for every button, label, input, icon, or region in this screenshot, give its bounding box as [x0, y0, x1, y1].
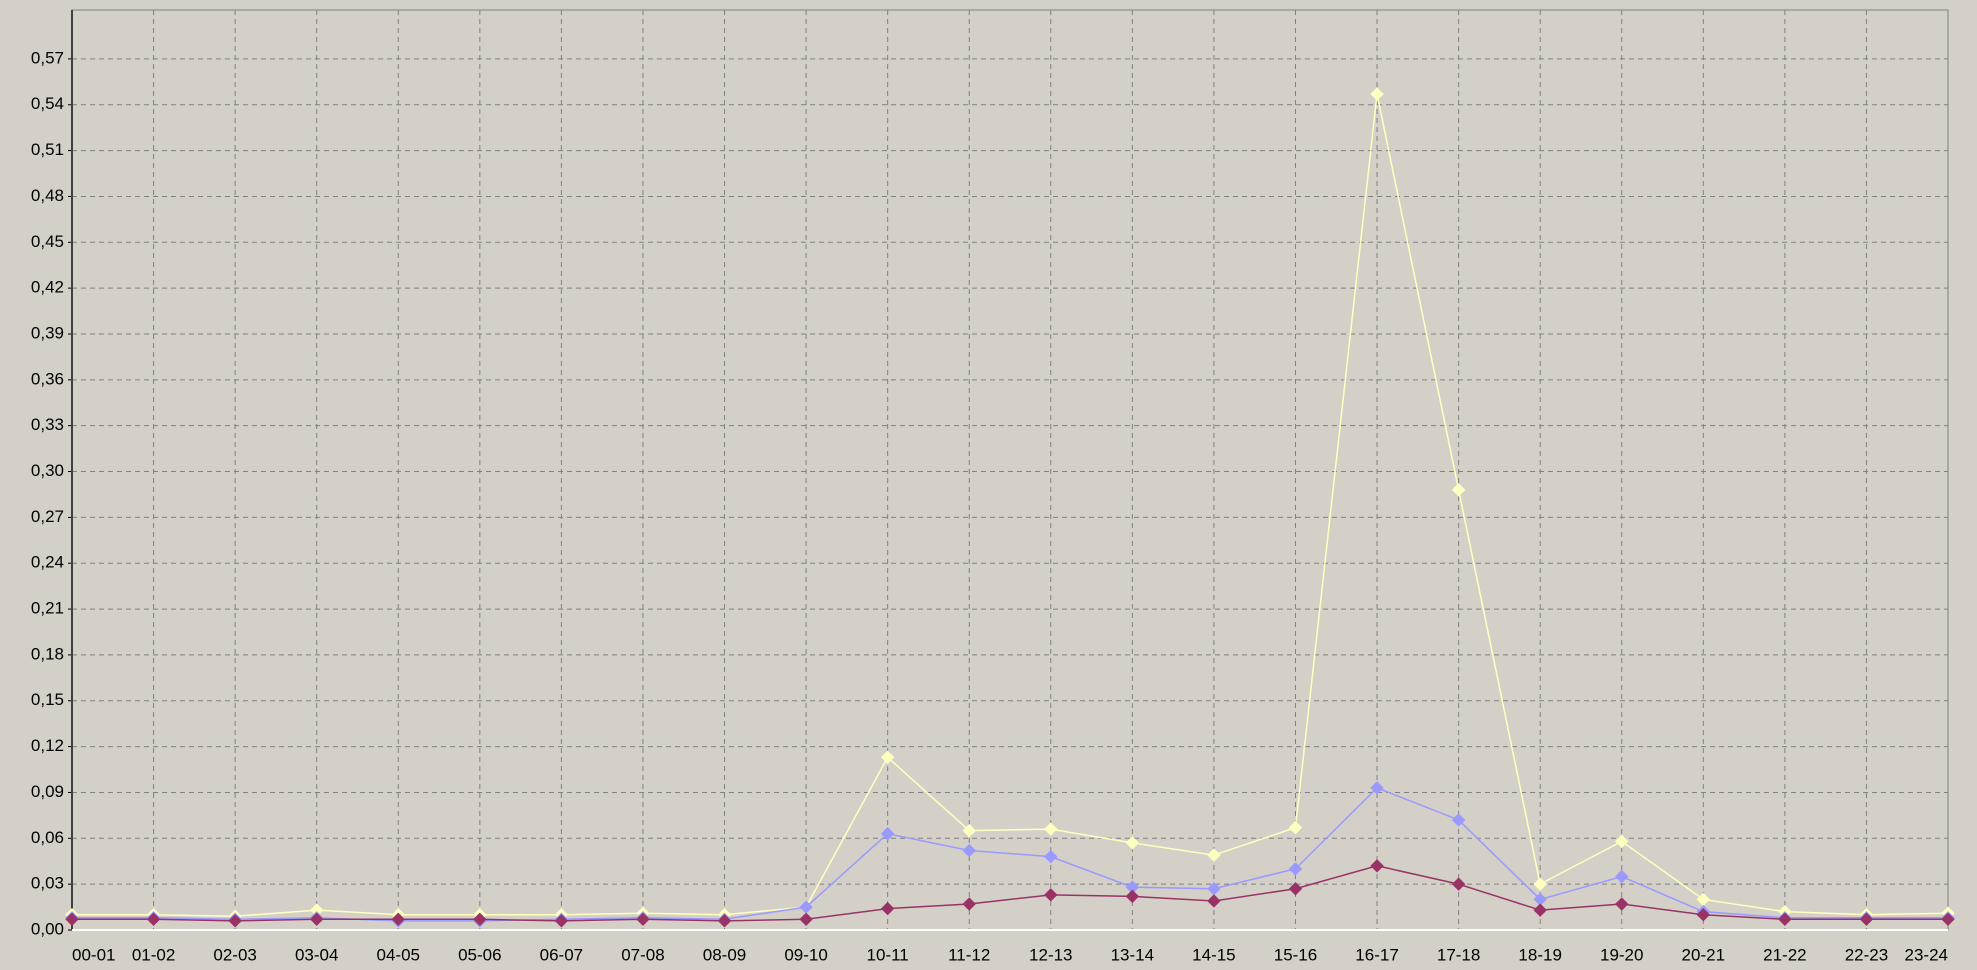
point-marker — [1044, 888, 1058, 902]
y-tick-label: 0,51 — [31, 140, 64, 159]
plot-area — [71, 9, 1949, 931]
point-marker — [1451, 483, 1466, 497]
x-tick-label: 00-01 — [72, 945, 115, 964]
point-marker — [1288, 882, 1303, 896]
point-marker — [1288, 862, 1303, 876]
point-marker — [1288, 820, 1303, 835]
point-marker — [1125, 889, 1140, 904]
series-line — [72, 786, 1948, 922]
point-marker — [717, 914, 732, 928]
y-tick-label: 0,21 — [31, 599, 64, 618]
y-tick-label: 0,30 — [31, 461, 64, 480]
point-marker — [65, 912, 79, 927]
x-tick-label: 01-02 — [132, 945, 175, 964]
x-tick-label: 22-23 — [1845, 945, 1888, 964]
point-marker — [880, 827, 895, 841]
x-tick-label: 17-18 — [1437, 945, 1480, 964]
y-tick-label: 0,33 — [31, 415, 64, 434]
point-marker — [391, 912, 405, 927]
x-tick-label: 21-22 — [1763, 945, 1806, 964]
point-marker — [1370, 859, 1384, 873]
point-marker — [962, 843, 976, 858]
point-marker — [1451, 813, 1466, 827]
x-tick-label: 11-12 — [948, 945, 990, 964]
point-marker — [1044, 849, 1058, 864]
x-tick-label: 12-13 — [1029, 945, 1072, 964]
x-tick-label: 23-24 — [1905, 945, 1948, 964]
point-marker — [1615, 897, 1629, 911]
point-marker — [962, 823, 976, 838]
x-tick-label: 15-16 — [1274, 945, 1317, 964]
point-marker — [1859, 912, 1874, 927]
y-tick-label: 0,36 — [31, 369, 64, 388]
point-marker — [309, 912, 324, 927]
y-tick-label: 0,15 — [31, 690, 64, 709]
x-tick-label: 08-09 — [703, 945, 746, 964]
point-marker — [146, 912, 161, 927]
point-marker — [1615, 869, 1629, 884]
series-line — [72, 93, 1949, 917]
point-marker — [1207, 894, 1221, 908]
point-marker — [1370, 781, 1384, 795]
y-tick-label: 0,27 — [31, 507, 64, 526]
point-marker — [1370, 87, 1384, 101]
x-tick-label: 19-20 — [1600, 945, 1643, 964]
x-tick-label: 03-04 — [295, 945, 338, 964]
point-marker — [473, 912, 487, 927]
series-line — [72, 865, 1948, 922]
y-tick-label: 0,06 — [31, 828, 64, 847]
x-tick-label: 06-07 — [540, 945, 583, 964]
point-marker — [554, 914, 569, 928]
point-marker — [962, 897, 976, 911]
x-tick-label: 04-05 — [377, 945, 420, 964]
point-marker — [228, 914, 242, 928]
point-marker — [1696, 908, 1711, 922]
point-marker — [880, 750, 895, 765]
y-tick-label: 0,24 — [31, 553, 64, 572]
point-marker — [1125, 836, 1140, 850]
y-tick-label: 0,18 — [31, 644, 64, 663]
x-tick-label: 20-21 — [1682, 945, 1725, 964]
point-marker — [1533, 877, 1547, 891]
x-tick-label: 07-08 — [621, 945, 664, 964]
x-tick-label: 10-11 — [867, 945, 909, 964]
y-tick-label: 0,48 — [31, 186, 64, 205]
x-tick-label: 05-06 — [458, 945, 501, 964]
x-tick-label: 02-03 — [213, 945, 256, 964]
x-tick-label: 09-10 — [784, 945, 827, 964]
y-tick-label: 0,39 — [31, 323, 64, 342]
point-marker — [1615, 834, 1629, 849]
point-marker — [799, 912, 813, 927]
x-tick-label: 16-17 — [1355, 945, 1398, 964]
point-marker — [1451, 877, 1466, 891]
y-tick-label: 0,54 — [31, 94, 64, 113]
y-tick-label: 0,42 — [31, 278, 64, 297]
point-marker — [1044, 822, 1058, 836]
point-marker — [1207, 848, 1221, 862]
y-tick-label: 0,09 — [31, 782, 64, 801]
x-tick-label: 18-19 — [1518, 945, 1561, 964]
point-marker — [1778, 912, 1792, 927]
x-tick-label: 14-15 — [1192, 945, 1235, 964]
y-tick-label: 0,57 — [31, 48, 64, 67]
y-tick-label: 0,00 — [31, 919, 64, 938]
point-marker — [880, 901, 895, 916]
y-tick-label: 0,12 — [31, 736, 64, 755]
point-marker — [1941, 912, 1955, 927]
point-marker — [1533, 903, 1547, 917]
y-tick-label: 0,03 — [31, 874, 64, 893]
x-tick-label: 13-14 — [1111, 945, 1154, 964]
y-tick-label: 0,45 — [31, 232, 64, 251]
point-marker — [636, 912, 650, 927]
